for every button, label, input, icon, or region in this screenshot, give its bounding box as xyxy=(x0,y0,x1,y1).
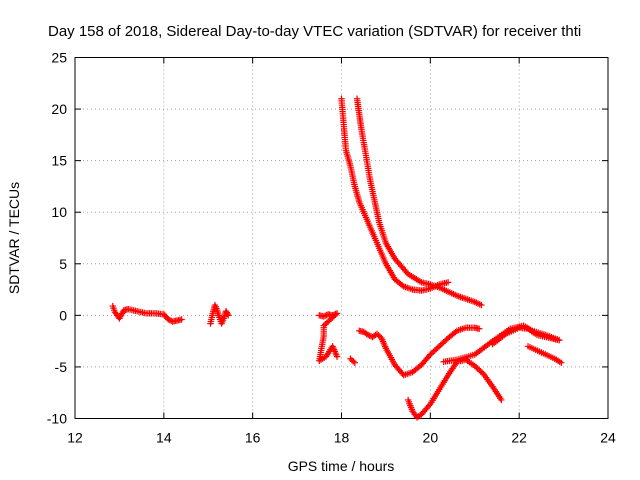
series-arc-5 xyxy=(356,324,483,379)
data-point xyxy=(320,313,327,320)
data-point xyxy=(364,331,372,339)
data-point xyxy=(178,316,185,323)
data-point xyxy=(323,319,330,327)
data-point xyxy=(430,348,437,356)
y-tick-label: -5 xyxy=(55,359,68,375)
data-point xyxy=(373,330,381,338)
data-marks xyxy=(109,95,565,421)
axis-ticks: 12 14 16 18 20 22 24 -10 -5 0 5 10 15 20 25 xyxy=(47,50,616,446)
series-arc-2 xyxy=(207,301,232,327)
y-tick-label: 10 xyxy=(51,204,67,220)
data-point xyxy=(348,356,356,364)
data-point xyxy=(440,338,447,346)
data-point xyxy=(330,312,338,320)
x-tick-label: 14 xyxy=(156,430,172,446)
chart-title: Day 158 of 2018, Sidereal Day-to-day VTE… xyxy=(48,23,581,40)
data-point xyxy=(333,310,341,317)
data-point xyxy=(436,343,443,350)
data-point xyxy=(555,336,563,344)
y-tick-label: 15 xyxy=(51,153,67,169)
data-point xyxy=(433,345,440,353)
series-arc-3 xyxy=(316,310,341,364)
data-point xyxy=(428,349,436,357)
series-arc-9 xyxy=(524,343,565,367)
x-tick-label: 20 xyxy=(423,430,439,446)
x-tick-label: 18 xyxy=(334,430,350,446)
data-point xyxy=(347,355,354,362)
x-tick-label: 12 xyxy=(67,430,83,446)
data-point xyxy=(329,314,336,321)
data-point xyxy=(224,310,231,318)
data-point xyxy=(498,396,505,404)
data-point xyxy=(438,340,446,347)
data-point xyxy=(471,362,478,370)
data-point xyxy=(427,351,434,358)
x-tick-label: 24 xyxy=(600,430,616,446)
data-point xyxy=(478,301,485,309)
data-point xyxy=(327,315,335,322)
data-point xyxy=(399,282,406,289)
data-point xyxy=(375,332,382,339)
data-point xyxy=(351,359,359,367)
data-point xyxy=(322,312,329,319)
data-point xyxy=(225,312,232,319)
data-point xyxy=(444,279,452,286)
data-point xyxy=(431,347,438,354)
data-point xyxy=(452,328,459,336)
data-point xyxy=(477,368,484,375)
y-tick-label: 25 xyxy=(51,50,67,66)
data-point xyxy=(475,325,483,332)
y-axis-label: SDTVAR / TECUs xyxy=(6,182,22,294)
data-point xyxy=(326,316,333,324)
data-point xyxy=(350,358,357,365)
data-point xyxy=(478,369,486,376)
x-axis-label: GPS time / hours xyxy=(288,458,395,474)
series-arc-8 xyxy=(489,324,563,348)
x-tick-label: 22 xyxy=(511,430,527,446)
data-point xyxy=(474,365,481,372)
data-point xyxy=(425,352,433,360)
data-point xyxy=(165,316,172,323)
data-point xyxy=(332,311,339,318)
data-point xyxy=(222,308,230,315)
data-point xyxy=(322,321,329,328)
series-arc-4 xyxy=(347,355,359,367)
data-point xyxy=(223,309,230,316)
data-point xyxy=(166,316,173,324)
y-tick-label: 20 xyxy=(51,101,67,117)
data-point xyxy=(437,341,444,349)
series-arc-6 xyxy=(404,356,505,421)
data-point xyxy=(425,402,433,409)
data-point xyxy=(473,364,480,371)
x-tick-label: 16 xyxy=(245,430,261,446)
data-point xyxy=(441,337,449,344)
data-point xyxy=(324,318,332,325)
data-point xyxy=(558,359,565,367)
data-point xyxy=(333,353,341,360)
y-tick-label: 0 xyxy=(59,307,67,323)
series-arc-1 xyxy=(109,302,185,325)
data-point xyxy=(475,366,483,374)
y-tick-label: -10 xyxy=(47,411,67,427)
series-arc-11 xyxy=(353,95,485,309)
data-point xyxy=(434,344,441,351)
y-tick-label: 5 xyxy=(59,256,67,272)
